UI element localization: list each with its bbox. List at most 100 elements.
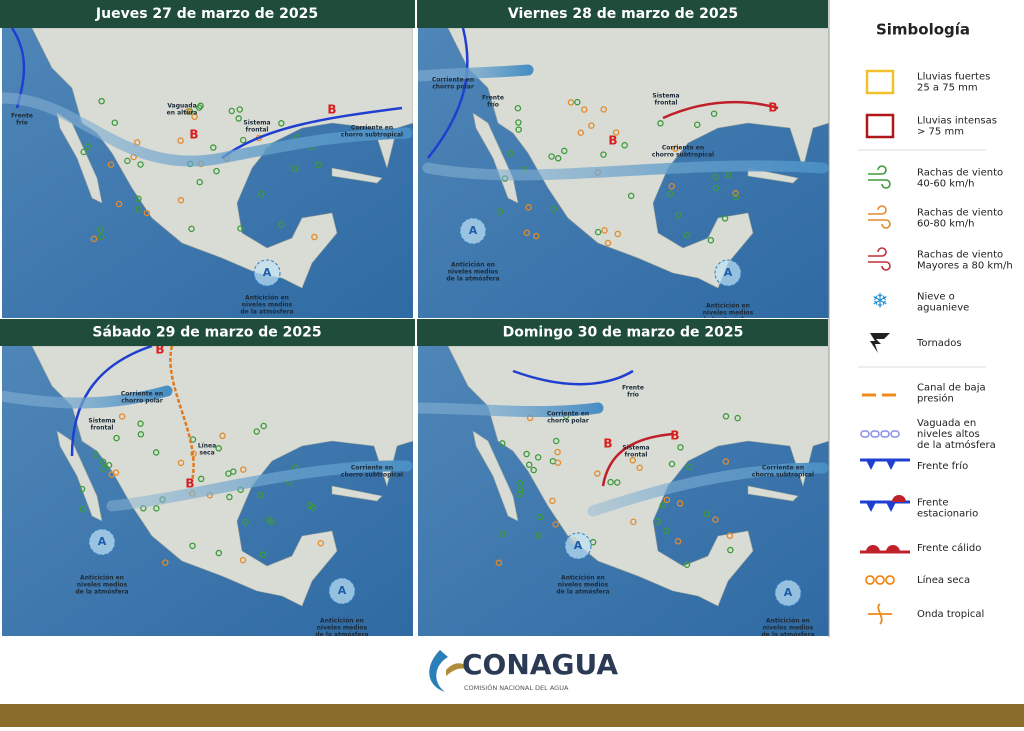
wind-symbol [191,113,198,121]
map-label: de la atmósfera [75,589,128,596]
wind-symbol [712,173,719,181]
wind-symbol [177,196,185,204]
legend-icon [870,333,890,353]
legend-icon [868,205,891,229]
wind-symbol [721,215,729,222]
map-label: chorro subtropical [652,152,714,159]
map-label: chorro polar [547,418,589,425]
wind-symbol [588,122,595,129]
wind-symbol [213,167,220,175]
front [169,346,195,482]
wind-symbol [710,110,718,117]
wind-symbol [676,500,684,507]
wind-symbol [236,106,244,113]
panel-header [0,319,415,346]
pressure-symbol: A [98,535,107,548]
wind-symbol [195,104,203,111]
map-label: Sistema [622,445,649,452]
legend-icon: ❄ [872,289,889,313]
front [221,106,403,160]
wind-symbol [135,206,143,213]
wind-symbol [567,99,575,106]
footer-bar [0,704,1024,727]
panel-header [0,0,415,28]
wind-symbol [516,490,523,498]
map-label: Sistema [243,120,270,127]
wind-symbol [561,147,568,155]
wind-symbol [306,502,313,509]
panel-header [417,0,828,28]
wind-symbol [686,463,693,471]
map-label: Vaguada [167,103,196,110]
wind-symbol [674,538,682,545]
wind-symbol [659,501,667,509]
map-label: Corriente en [547,411,589,418]
map-label: de la atmósfera [761,632,814,639]
map-label: chorro subtropical [341,132,403,139]
wind-symbol [612,129,620,136]
pressure-symbol: A [574,539,583,552]
wind-symbol [118,413,126,420]
wind-symbol [100,465,107,473]
map-label: Sistema [88,418,115,425]
wind-symbol [674,212,682,219]
legend-label: niveles altos [917,429,980,440]
wind-symbol [703,510,710,518]
wind-symbol [525,204,532,211]
wind-symbol [210,144,217,151]
wind-symbol [257,491,264,499]
pressure-symbol: B [603,437,612,451]
map-label: seca [199,450,214,457]
wind-symbol [260,422,267,430]
jet-stream [418,402,604,418]
jet-stream [106,460,413,512]
wind-symbol [278,120,285,127]
legend-icon [866,545,900,552]
wind-symbol [536,513,544,521]
pressure-symbol: A [469,224,478,237]
logo: CONAGUA COMISIÓN NACIONAL DEL AGUA [429,648,618,692]
legend-label: de la atmósfera [917,439,996,451]
wind-symbol [514,105,522,112]
wind-symbol [534,454,542,461]
wind-symbol [235,115,242,122]
high-pressure [459,217,487,245]
pressure-symbol: B [155,343,164,357]
wind-symbol [219,432,226,440]
wind-symbol [636,464,643,472]
pressure-symbol: B [768,101,777,115]
legend-label: 25 a 75 mm [917,83,978,94]
wind-symbol [92,451,99,458]
map-label: Línea [198,443,216,450]
map-label: Anticición en [245,295,289,302]
map-label: frontal [91,425,114,432]
wind-symbol [663,496,671,504]
pressure-symbol: A [263,266,272,279]
wind-symbol [315,161,322,169]
wind-symbol [662,527,670,535]
legend-icon [868,247,891,271]
wind-symbol [124,157,131,165]
map-label: de la atmósfera [315,632,368,639]
wind-symbol [177,137,184,144]
wind-symbol [137,420,144,427]
wind-symbol [604,239,612,247]
legend-label: Nieve o [917,292,955,303]
front [70,346,153,457]
legend-icon [865,113,895,139]
wind-symbol [532,232,540,240]
wind-symbol [239,556,247,564]
wind-symbol [80,148,87,156]
land [31,346,413,607]
wind-symbol [495,559,503,567]
map-label: niveles medios [448,269,499,276]
wind-symbol [186,108,194,115]
jet-stream [2,92,413,167]
pressure-symbol: B [608,134,617,148]
wind-symbol [614,479,621,486]
wind-symbol [259,551,267,558]
wind-symbol [242,518,249,526]
legend-icon [870,430,880,438]
map-label: de la atmósfera [701,317,754,324]
